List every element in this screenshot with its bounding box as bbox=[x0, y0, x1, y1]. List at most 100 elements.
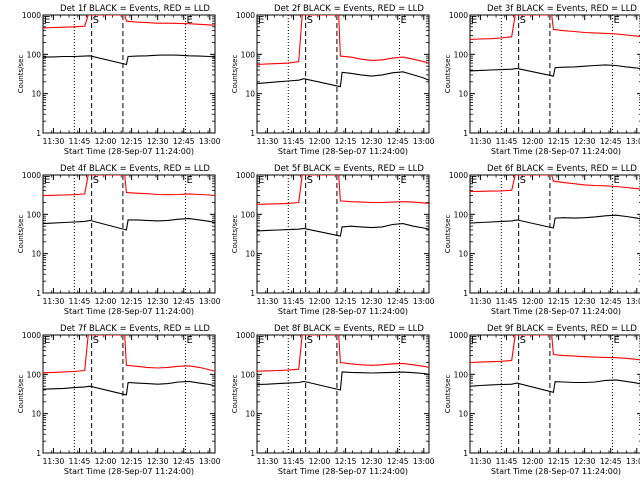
marker-s: S bbox=[93, 335, 99, 346]
y-tick-label: 100 bbox=[454, 210, 469, 219]
panel-title: Det 5f BLACK = Events, RED = LLD bbox=[274, 164, 424, 174]
panel-title: Det 9f BLACK = Events, RED = LLD bbox=[487, 324, 637, 334]
panel-det-6: Det 6f BLACK = Events, RED = LLD 1 10 100 10… bbox=[444, 164, 640, 316]
x-tick-label: 12:30 bbox=[574, 457, 596, 466]
series-line-lld-red bbox=[257, 15, 429, 66]
marker-e-end: E bbox=[186, 15, 192, 26]
x-tick-label: 12:30 bbox=[574, 297, 596, 306]
y-tick-label: 1000 bbox=[236, 171, 255, 180]
marker-s: S bbox=[93, 175, 99, 186]
y-axis-label: Counts/sec bbox=[231, 215, 239, 254]
y-tick-label: 1 bbox=[36, 129, 41, 138]
series-line-lld-red bbox=[470, 15, 640, 40]
panel-det-7: Det 7f BLACK = Events, RED = LLD 1 10 100 10… bbox=[17, 324, 221, 476]
series-line-events-black bbox=[470, 64, 640, 77]
y-axis-label: Counts/sec bbox=[17, 55, 25, 94]
marker-e-end: E bbox=[613, 15, 619, 26]
y-tick-label: 1000 bbox=[236, 11, 255, 20]
y-axis-label: Counts/sec bbox=[17, 375, 25, 414]
x-tick-label: 12:30 bbox=[361, 137, 383, 146]
y-tick-label: 1000 bbox=[449, 11, 468, 20]
x-tick-label: 13:00 bbox=[413, 297, 435, 306]
marker-s: S bbox=[307, 335, 313, 346]
marker-e-end: E bbox=[186, 175, 192, 186]
x-tick-label: 11:45 bbox=[496, 457, 518, 466]
marker-e-start: E bbox=[258, 175, 264, 186]
x-tick-label: 12:00 bbox=[522, 297, 544, 306]
x-tick-label: 12:30 bbox=[361, 297, 383, 306]
y-tick-label: 10 bbox=[31, 410, 41, 419]
y-tick-label: 100 bbox=[241, 210, 256, 219]
y-tick-label: 1000 bbox=[22, 11, 41, 20]
x-tick-label: 13:00 bbox=[413, 137, 435, 146]
x-tick-label: 13:00 bbox=[626, 457, 640, 466]
y-tick-label: 1 bbox=[250, 289, 255, 298]
y-axis-label: Counts/sec bbox=[444, 215, 452, 254]
x-tick-label: 11:45 bbox=[496, 137, 518, 146]
x-tick-label: 12:15 bbox=[335, 297, 357, 306]
series-line-events-black bbox=[43, 54, 215, 66]
y-tick-label: 1000 bbox=[22, 171, 41, 180]
x-tick-label: 12:00 bbox=[309, 137, 331, 146]
marker-e-start: E bbox=[258, 335, 264, 346]
panel-title: Det 4f BLACK = Events, RED = LLD bbox=[60, 164, 210, 174]
marker-e-start: E bbox=[44, 15, 50, 26]
y-tick-label: 100 bbox=[454, 50, 469, 59]
y-tick-label: 100 bbox=[454, 370, 469, 379]
panel-title: Det 2f BLACK = Events, RED = LLD bbox=[274, 4, 424, 14]
series-line-lld-red bbox=[257, 335, 429, 372]
x-tick-label: 12:30 bbox=[361, 457, 383, 466]
x-tick-label: 13:00 bbox=[199, 297, 221, 306]
x-tick-label: 11:45 bbox=[496, 297, 518, 306]
panel-title: Det 8f BLACK = Events, RED = LLD bbox=[274, 324, 424, 334]
x-tick-label: 12:15 bbox=[335, 457, 357, 466]
x-axis-label: Start Time (28-Sep-07 11:24:00) bbox=[64, 307, 194, 316]
y-tick-label: 10 bbox=[458, 250, 468, 259]
marker-s: S bbox=[520, 175, 526, 186]
y-tick-label: 1 bbox=[36, 449, 41, 458]
marker-e-start: E bbox=[44, 175, 50, 186]
x-tick-label: 12:15 bbox=[548, 297, 570, 306]
x-tick-label: 12:45 bbox=[387, 137, 409, 146]
y-tick-label: 1000 bbox=[236, 331, 255, 340]
series-line-events-black bbox=[43, 380, 215, 396]
y-tick-label: 100 bbox=[241, 50, 256, 59]
x-tick-label: 12:15 bbox=[121, 297, 143, 306]
x-axis-label: Start Time (28-Sep-07 11:24:00) bbox=[491, 147, 621, 156]
series-line-events-black bbox=[257, 71, 429, 88]
x-tick-label: 12:45 bbox=[173, 137, 195, 146]
x-axis-label: Start Time (28-Sep-07 11:24:00) bbox=[278, 147, 408, 156]
x-tick-label: 12:15 bbox=[335, 137, 357, 146]
x-tick-label: 12:45 bbox=[600, 137, 622, 146]
y-tick-label: 100 bbox=[241, 370, 256, 379]
y-tick-label: 1 bbox=[463, 289, 468, 298]
x-tick-label: 11:30 bbox=[470, 297, 492, 306]
x-tick-label: 11:30 bbox=[43, 457, 65, 466]
x-tick-label: 11:30 bbox=[257, 297, 279, 306]
x-tick-label: 12:00 bbox=[522, 457, 544, 466]
panel-det-9: Det 9f BLACK = Events, RED = LLD 1 10 100 10… bbox=[444, 324, 640, 476]
plot-frame bbox=[256, 174, 430, 294]
x-tick-label: 12:45 bbox=[600, 457, 622, 466]
y-tick-label: 100 bbox=[27, 50, 42, 59]
series-line-lld-red bbox=[43, 15, 215, 29]
x-axis-label: Start Time (28-Sep-07 11:24:00) bbox=[64, 147, 194, 156]
x-tick-label: 11:45 bbox=[283, 457, 305, 466]
x-tick-label: 12:00 bbox=[522, 137, 544, 146]
x-tick-label: 12:15 bbox=[121, 457, 143, 466]
panel-det-2: Det 2f BLACK = Events, RED = LLD 1 10 100 10… bbox=[231, 4, 435, 156]
x-tick-label: 13:00 bbox=[626, 297, 640, 306]
x-tick-label: 11:45 bbox=[283, 297, 305, 306]
panel-det-1: Det 1f BLACK = Events, RED = LLD 1 10 100 10… bbox=[17, 4, 221, 156]
x-tick-label: 11:30 bbox=[257, 457, 279, 466]
x-tick-label: 12:45 bbox=[387, 457, 409, 466]
y-axis-label: Counts/sec bbox=[17, 215, 25, 254]
y-tick-label: 1000 bbox=[22, 331, 41, 340]
y-tick-label: 100 bbox=[27, 210, 42, 219]
x-tick-label: 12:00 bbox=[309, 297, 331, 306]
y-tick-label: 10 bbox=[458, 90, 468, 99]
marker-s: S bbox=[520, 15, 526, 26]
plot-frame bbox=[256, 334, 430, 454]
series-line-lld-red bbox=[257, 175, 429, 205]
panel-title: Det 1f BLACK = Events, RED = LLD bbox=[60, 4, 210, 14]
